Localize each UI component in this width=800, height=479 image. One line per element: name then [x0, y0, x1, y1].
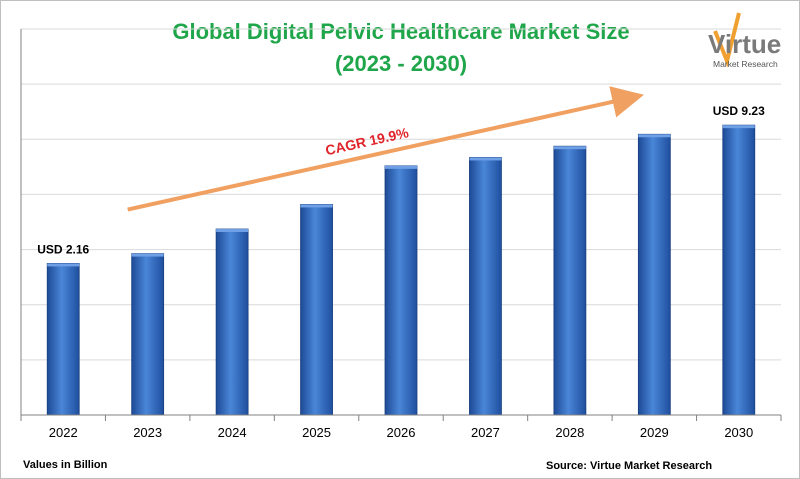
- bar-cap-2024: [216, 229, 249, 233]
- bar-cap-2026: [385, 165, 417, 169]
- logo-check-icon: [713, 12, 741, 68]
- bar-cap-2029: [638, 134, 671, 138]
- bar-2029: [637, 133, 671, 416]
- chart-subtitle: (2023 - 2030): [334, 51, 468, 76]
- bar-cap-2022: [47, 263, 80, 267]
- x-tick-label: 2027: [471, 425, 500, 440]
- logo-wordmark: Virtue: [708, 29, 782, 59]
- bar-2024: [215, 228, 249, 416]
- data-label-2022: USD 2.16: [37, 242, 89, 256]
- cagr-arrow: [127, 86, 644, 212]
- source-note: Source: Virtue Market Research: [546, 460, 713, 472]
- bar-2030: [722, 124, 756, 416]
- chart-title: Global Digital Pelvic Healthcare Market …: [172, 19, 630, 44]
- units-note: Values in Billion: [23, 459, 108, 471]
- bar-2028: [553, 145, 587, 416]
- bar-2027: [469, 157, 502, 416]
- x-tick-label: 2030: [724, 425, 753, 440]
- x-tick-label: 2023: [133, 425, 162, 440]
- bar-cap-2025: [300, 204, 333, 208]
- bar-cap-2028: [553, 146, 586, 150]
- x-tick-label: 2026: [387, 425, 416, 440]
- bar-cap-2030: [722, 125, 755, 129]
- cagr-label: CAGR 19.9%: [324, 124, 411, 158]
- virtue-logo: [701, 9, 781, 71]
- bar-2023: [131, 253, 165, 416]
- x-tick-label: 2029: [640, 425, 669, 440]
- bar-2026: [384, 165, 418, 416]
- x-tick-label: 2025: [302, 425, 331, 440]
- x-tick-label: 2022: [49, 425, 78, 440]
- data-label-2030: USD 9.23: [713, 104, 765, 118]
- logo-tagline: Market Research: [713, 59, 778, 69]
- bar-2025: [300, 204, 333, 416]
- x-tick-label: 2028: [555, 425, 584, 440]
- bar-cap-2027: [469, 157, 502, 161]
- bar-cap-2023: [131, 253, 164, 257]
- x-tick-label: 2024: [218, 425, 247, 440]
- bar-2022: [46, 263, 80, 416]
